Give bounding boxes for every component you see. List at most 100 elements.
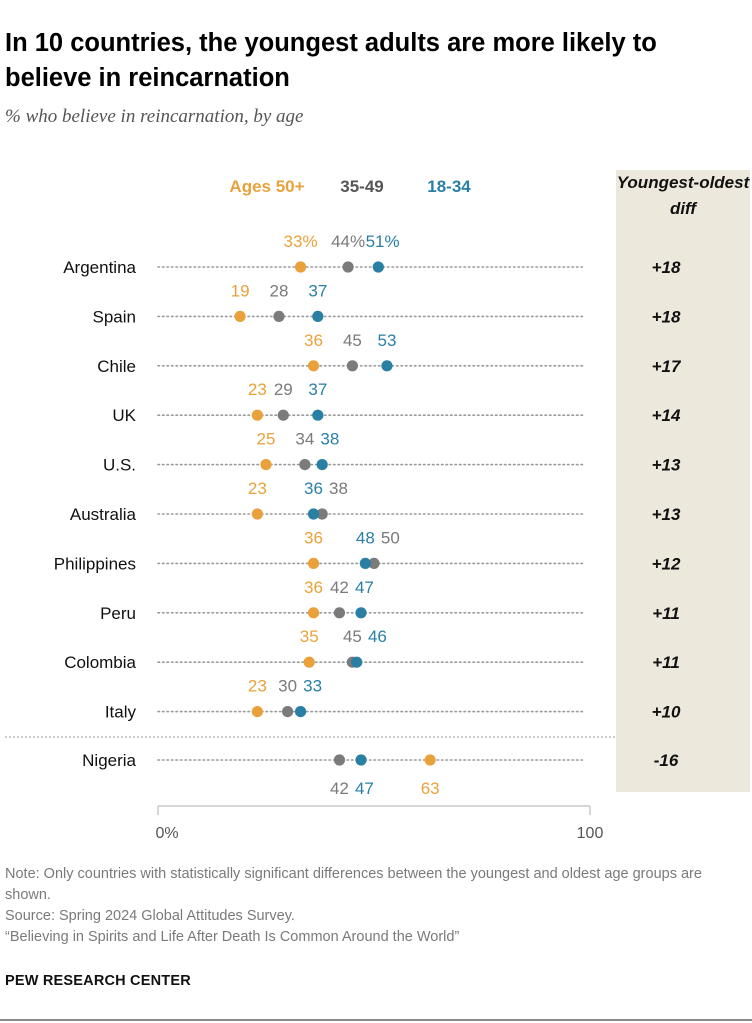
- legend-ages-50-plus: Ages 50+: [229, 177, 304, 196]
- value-label-philippines-series-2: 48: [356, 528, 375, 547]
- dot-australia-series-2: [307, 508, 320, 520]
- dot-chile-series-2: [381, 360, 393, 372]
- diff-value-chile: +17: [652, 357, 682, 376]
- country-label-nigeria: Nigeria: [82, 751, 136, 770]
- diff-value-peru: +11: [652, 604, 680, 623]
- diff-value-italy: +10: [652, 703, 681, 722]
- legend-ages-18-34: 18-34: [427, 177, 471, 196]
- dot-philippines-series-1: [368, 557, 380, 570]
- value-label-australia-series-1: 38: [329, 479, 348, 498]
- value-label-peru-series-2: 47: [355, 578, 374, 597]
- dot-chile-series-0: [307, 360, 320, 372]
- value-label-peru-series-1: 42: [330, 578, 349, 597]
- chart-title: In 10 countries, the youngest adults are…: [5, 29, 657, 92]
- diff-value-uk: +14: [652, 406, 681, 425]
- value-label-colombia-series-2: 46: [368, 627, 387, 646]
- dot-philippines-series-0: [307, 557, 320, 570]
- value-label-argentina-series-2: 51%: [366, 232, 400, 251]
- dot-philippines-series-2: [359, 557, 371, 570]
- value-label-u-s-series-0: 25: [257, 430, 276, 449]
- value-label-argentina-series-1: 44%: [331, 232, 365, 251]
- dot-italy-series-2: [294, 706, 307, 718]
- value-label-u-s-series-1: 34: [295, 430, 314, 449]
- diff-header-line-2: diff: [670, 199, 698, 218]
- country-label-philippines: Philippines: [54, 554, 136, 573]
- country-label-uk: UK: [112, 406, 136, 425]
- value-label-spain-series-0: 19: [231, 281, 250, 300]
- country-label-argentina: Argentina: [63, 258, 136, 277]
- diff-value-spain: +18: [652, 307, 681, 326]
- dot-peru-series-1: [333, 607, 346, 619]
- legend-ages-35-49: 35-49: [340, 177, 383, 196]
- country-label-u-s: U.S.: [103, 456, 136, 475]
- diff-value-philippines: +12: [652, 554, 681, 573]
- dot-australia-series-1: [316, 508, 328, 520]
- value-label-nigeria-series-0: 63: [421, 779, 440, 798]
- dot-spain-series-2: [312, 310, 324, 322]
- dot-colombia-series-0: [303, 656, 315, 668]
- diff-value-australia: +13: [652, 505, 681, 524]
- value-label-spain-series-1: 28: [269, 281, 288, 300]
- footer-credit: PEW RESEARCH CENTER: [5, 973, 191, 989]
- dot-spain-series-1: [273, 310, 285, 322]
- x-tick-label-0: 0%: [155, 825, 178, 842]
- country-label-italy: Italy: [105, 703, 137, 722]
- dot-australia-series-0: [251, 508, 263, 520]
- diff-value-colombia: +11: [652, 653, 680, 672]
- dot-nigeria-series-2: [355, 754, 367, 766]
- diff-value-u-s: +13: [652, 456, 681, 475]
- dot-uk-series-2: [312, 409, 324, 421]
- value-label-uk-series-1: 29: [274, 380, 293, 399]
- value-label-uk-series-2: 37: [308, 380, 327, 399]
- source-text: Source: Spring 2024 Global Attitudes Sur…: [5, 908, 295, 924]
- value-label-italy-series-0: 23: [248, 677, 267, 696]
- chart-subtitle: % who believe in reincarnation, by age: [5, 106, 304, 127]
- diff-column-background: [616, 170, 750, 792]
- dot-peru-series-2: [355, 607, 367, 619]
- value-label-chile-series-0: 36: [304, 331, 323, 350]
- country-label-spain: Spain: [93, 307, 136, 326]
- value-label-uk-series-0: 23: [248, 380, 267, 399]
- country-label-chile: Chile: [97, 357, 136, 376]
- value-label-spain-series-2: 37: [308, 281, 327, 300]
- x-tick-label-100: 100: [577, 825, 604, 842]
- bottom-rule: [0, 1019, 752, 1021]
- dot-argentina-series-2: [372, 261, 384, 273]
- value-label-philippines-series-0: 36: [304, 528, 323, 547]
- chart-rows: Argentina 33% 44% 51% +18 Spain 19 28 37 +18 Chile…: [54, 232, 682, 798]
- dot-u-s-series-2: [316, 459, 328, 471]
- value-label-chile-series-2: 53: [377, 331, 396, 350]
- dot-nigeria-series-0: [424, 754, 436, 766]
- dot-argentina-series-1: [342, 261, 354, 273]
- value-label-nigeria-series-1: 42: [330, 779, 349, 798]
- dot-spain-series-0: [234, 310, 246, 322]
- diff-value-nigeria: -16: [654, 751, 679, 770]
- dot-uk-series-0: [251, 409, 263, 421]
- value-label-nigeria-series-2: 47: [355, 779, 374, 798]
- dot-nigeria-series-1: [333, 754, 346, 766]
- notes-block: Note: Only countries with statistically …: [5, 864, 745, 948]
- dot-u-s-series-1: [299, 459, 311, 471]
- value-label-argentina-series-0: 33%: [284, 232, 318, 251]
- value-label-philippines-series-1: 50: [381, 528, 400, 547]
- value-label-colombia-series-0: 35: [300, 627, 319, 646]
- value-label-peru-series-0: 36: [304, 578, 323, 597]
- dot-argentina-series-0: [294, 261, 307, 273]
- dot-italy-series-1: [282, 706, 294, 718]
- country-label-colombia: Colombia: [64, 653, 136, 672]
- value-label-colombia-series-1: 45: [343, 627, 362, 646]
- note-text: Note: Only countries with statistically …: [5, 866, 702, 903]
- dot-uk-series-1: [277, 409, 289, 421]
- value-label-u-s-series-2: 38: [320, 430, 339, 449]
- value-label-italy-series-2: 33: [303, 677, 322, 696]
- dot-colombia-series-2: [351, 656, 363, 668]
- report-title: “Believing in Spirits and Life After Dea…: [5, 929, 460, 945]
- value-label-italy-series-1: 30: [278, 677, 297, 696]
- dot-peru-series-0: [307, 607, 320, 619]
- dot-chile-series-1: [346, 360, 358, 372]
- country-label-australia: Australia: [70, 505, 137, 524]
- diff-header-line-1: Youngest-oldest: [617, 173, 751, 192]
- value-label-australia-series-0: 23: [248, 479, 267, 498]
- value-label-chile-series-1: 45: [343, 331, 362, 350]
- dot-italy-series-0: [251, 706, 263, 718]
